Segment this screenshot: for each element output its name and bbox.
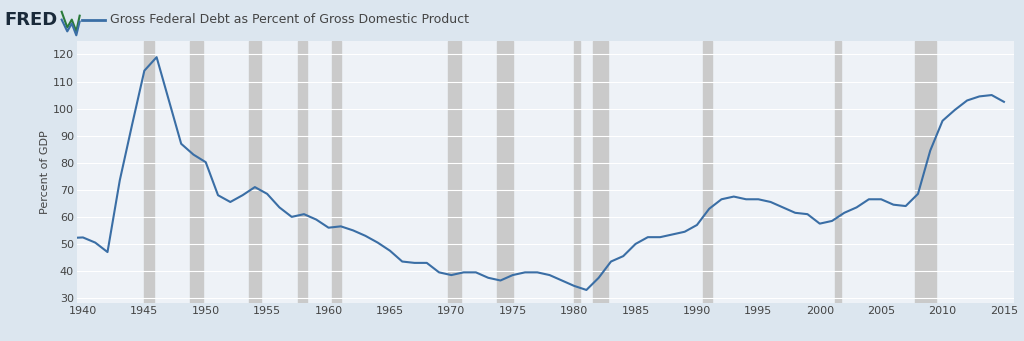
Y-axis label: Percent of GDP: Percent of GDP (40, 130, 50, 214)
Bar (249, 41, 261, 303)
Bar (190, 41, 203, 303)
Bar (449, 41, 461, 303)
Text: Gross Federal Debt as Percent of Gross Domestic Product: Gross Federal Debt as Percent of Gross D… (111, 13, 469, 26)
Bar (593, 41, 608, 303)
Bar (298, 41, 307, 303)
Bar (703, 41, 713, 303)
Bar (836, 41, 842, 303)
Text: FRED: FRED (5, 11, 58, 29)
Bar (498, 41, 513, 303)
Bar (914, 41, 936, 303)
Bar (332, 41, 341, 303)
Bar (574, 41, 581, 303)
Bar (144, 41, 154, 303)
